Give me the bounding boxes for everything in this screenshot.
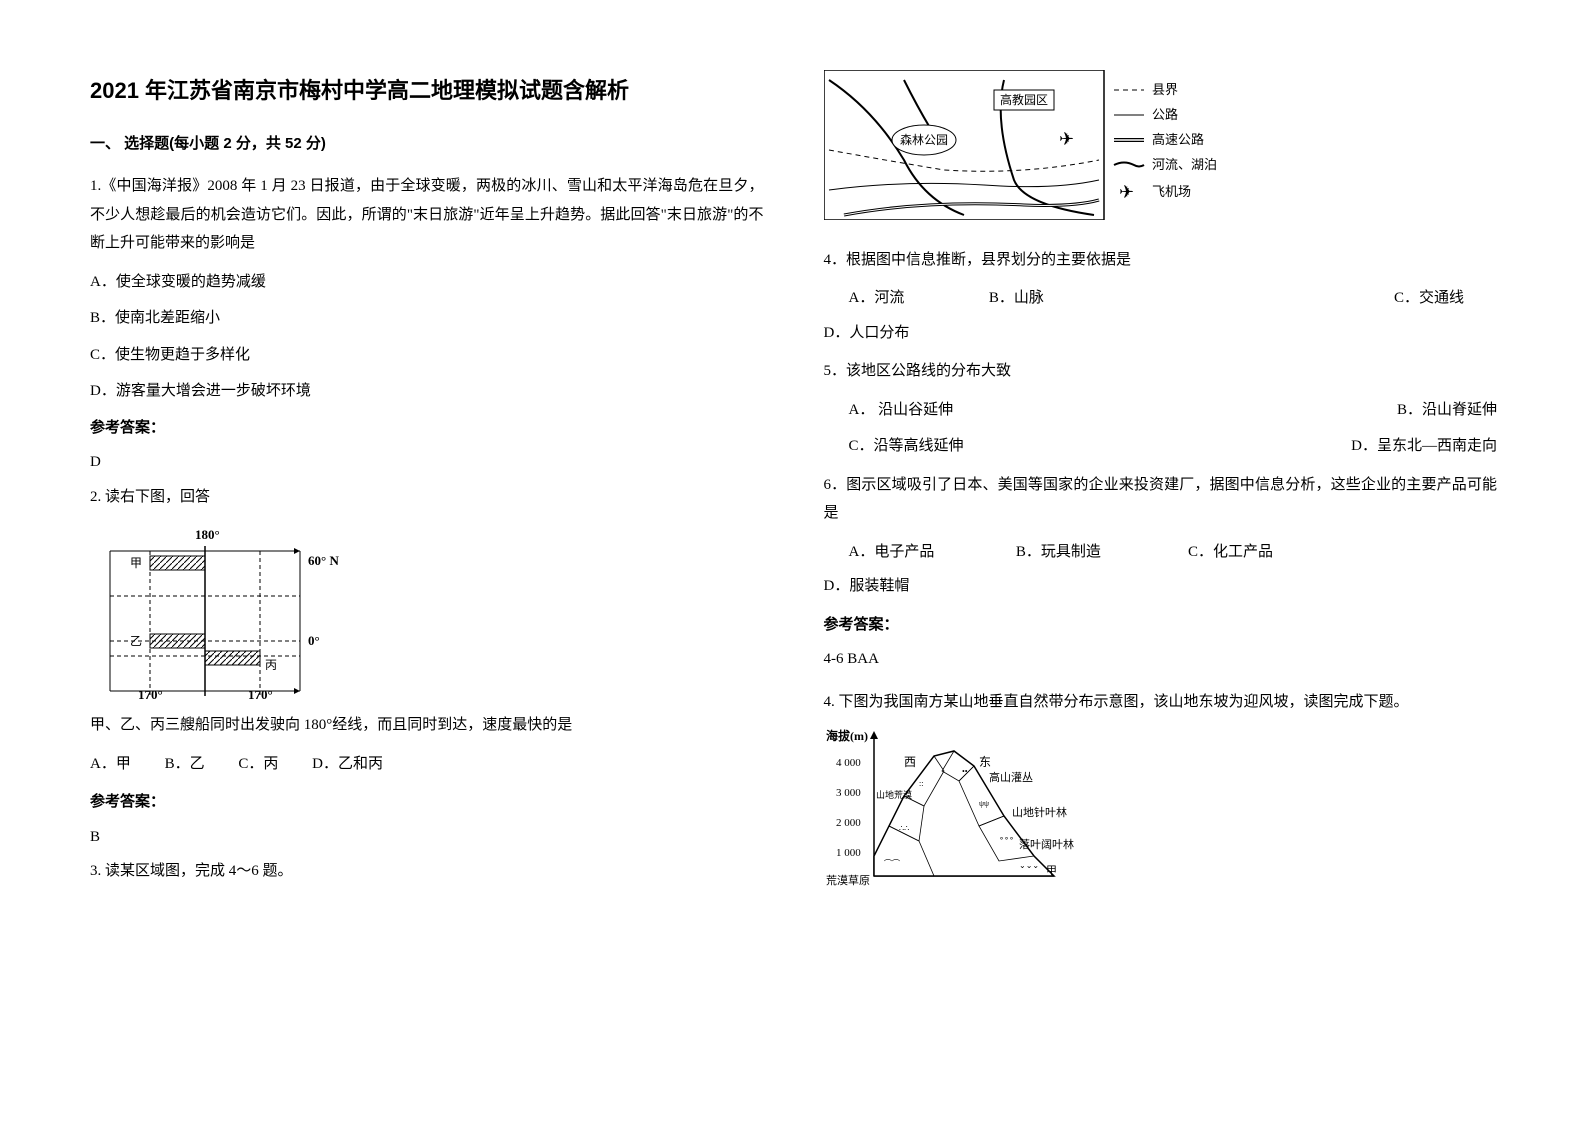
- q4elev-svg: 海拔(m) 4 000 3 000 2 000 1 000 ⌒⌒ ∴∴ :: •…: [824, 726, 1084, 886]
- q2-text: 2. 读右下图，回答: [90, 483, 764, 512]
- q5-option-a: A． 沿山谷延伸: [849, 396, 954, 425]
- q6-option-a: A．电子产品: [824, 538, 1013, 567]
- q6-option-c: C．化工产品: [1188, 538, 1356, 567]
- q6-text: 6．图示区域吸引了日本、美国等国家的企业来投资建厂，据图中信息分析，这些企业的主…: [824, 471, 1498, 528]
- elev-y4000: 4 000: [836, 757, 861, 769]
- q2-label-yi: 乙: [130, 634, 142, 648]
- q4-option-c: C．交通线: [1195, 284, 1464, 313]
- svg-text:⌄⌄⌄: ⌄⌄⌄: [1019, 861, 1039, 870]
- svg-text:ψψ: ψψ: [979, 799, 989, 808]
- legend-gonglu: 公路: [1152, 107, 1178, 122]
- q1-answer-header: 参考答案：: [90, 414, 764, 443]
- q2-label-170l: 170°: [138, 687, 163, 701]
- elev-shandi: 山地荒漠: [876, 789, 912, 800]
- q6-answer-header: 参考答案：: [824, 611, 1498, 640]
- q4-options: A．河流 B．山脉 C．交通线 D．人口分布: [824, 284, 1498, 347]
- q4elev-text: 4. 下图为我国南方某山地垂直自然带分布示意图，该山地东坡为迎风坡，读图完成下题…: [824, 688, 1498, 717]
- q2-label-jia: 甲: [130, 556, 142, 570]
- elev-zhenye: 山地针叶林: [1012, 805, 1067, 819]
- q1-option-c: C．使生物更趋于多样化: [90, 341, 764, 370]
- q5-option-b: B．沿山脊延伸: [1397, 396, 1497, 425]
- elev-jia: 甲: [1046, 865, 1057, 877]
- q2-map-svg: 甲 乙 丙 180° 60° N 0° 170° 170°: [100, 521, 340, 701]
- map-label-senlin: 森林公园: [900, 132, 948, 147]
- q1-answer: D: [90, 448, 764, 477]
- q2-options: A．甲 B．乙 C．丙 D．乙和丙: [90, 750, 764, 779]
- elev-y2000: 2 000: [836, 817, 861, 829]
- svg-text:::: ::: [919, 779, 923, 788]
- q2-option-a: A．甲: [90, 750, 131, 779]
- q5-options: A． 沿山谷延伸 B．沿山脊延伸 C．沿等高线延伸 D．呈东北—西南走向: [824, 396, 1498, 461]
- elev-east: 东: [979, 755, 991, 769]
- legend-gaosu: 高速公路: [1152, 132, 1204, 147]
- q2-figure: 甲 乙 丙 180° 60° N 0° 170° 170°: [100, 521, 340, 701]
- q2-label-bing: 丙: [265, 658, 277, 672]
- q1-option-b: B．使南北差距缩小: [90, 304, 764, 333]
- q4-text: 4．根据图中信息推断，县界划分的主要依据是: [824, 246, 1498, 275]
- q5-option-d: D．呈东北—西南走向: [1351, 432, 1497, 461]
- legend-heliu: 河流、湖泊: [1152, 157, 1217, 172]
- q3-map-svg: 高教园区 森林公园 ✈ 县界 公路 高速公路 河流、湖泊 ✈ 飞机场: [824, 70, 1264, 220]
- elev-luoye: 落叶阔叶林: [1019, 837, 1074, 851]
- map-label-gaojiao: 高教园区: [1000, 92, 1048, 107]
- svg-text:∘∘∘: ∘∘∘: [999, 834, 1014, 843]
- q2-label-0: 0°: [308, 633, 320, 648]
- q2-option-d: D．乙和丙: [312, 750, 383, 779]
- q3-text: 3. 读某区域图，完成 4～6 题。: [90, 857, 764, 886]
- section-header: 一、 选择题(每小题 2 分，共 52 分): [90, 130, 764, 159]
- q5-text: 5．该地区公路线的分布大致: [824, 357, 1498, 386]
- elev-west: 西: [904, 755, 916, 769]
- elev-gaoshan: 高山灌丛: [989, 770, 1033, 784]
- q1-option-d: D．游客量大增会进一步破坏环境: [90, 377, 764, 406]
- svg-text:∴∴: ∴∴: [899, 824, 909, 833]
- q1-text: 1.《中国海洋报》2008 年 1 月 23 日报道，由于全球变暖，两极的冰川、…: [90, 172, 764, 258]
- left-column: 2021 年江苏省南京市梅村中学高二地理模拟试题含解析 一、 选择题(每小题 2…: [90, 70, 764, 1052]
- main-title: 2021 年江苏省南京市梅村中学高二地理模拟试题含解析: [90, 70, 764, 112]
- q6-option-b: B．玩具制造: [1016, 538, 1184, 567]
- q5-option-c: C．沿等高线延伸: [849, 432, 964, 461]
- svg-text:⌒⌒: ⌒⌒: [884, 859, 900, 868]
- legend-xianjie: 县界: [1152, 82, 1178, 97]
- elev-y3000: 3 000: [836, 787, 861, 799]
- q4-option-d: D．人口分布: [824, 319, 1013, 348]
- elev-ylabel: 海拔(m): [826, 728, 868, 743]
- q2-label-170r: 170°: [248, 687, 273, 701]
- q6-answer: 4-6 BAA: [824, 645, 1498, 674]
- q2-option-c: C．丙: [238, 750, 278, 779]
- elev-y1000: 1 000: [836, 847, 861, 859]
- elev-huangmo: 荒漠草原: [826, 874, 870, 886]
- q4elev-figure: 海拔(m) 4 000 3 000 2 000 1 000 ⌒⌒ ∴∴ :: •…: [824, 726, 1084, 897]
- q6-option-d: D．服装鞋帽: [824, 572, 1013, 601]
- airplane-icon: ✈: [1059, 129, 1074, 149]
- right-column: 高教园区 森林公园 ✈ 县界 公路 高速公路 河流、湖泊 ✈ 飞机场 4．根据图…: [824, 70, 1498, 1052]
- q2-option-b: B．乙: [165, 750, 205, 779]
- q1-option-a: A．使全球变暖的趋势减缓: [90, 268, 764, 297]
- legend-airplane-icon: ✈: [1119, 182, 1134, 202]
- q3-map-figure: 高教园区 森林公园 ✈ 县界 公路 高速公路 河流、湖泊 ✈ 飞机场: [824, 70, 1264, 231]
- svg-text:••: ••: [962, 767, 968, 776]
- q2-answer-header: 参考答案：: [90, 788, 764, 817]
- q4-option-a: A．河流: [824, 284, 986, 313]
- legend-feiji: 飞机场: [1152, 184, 1191, 199]
- q2-label-180: 180°: [195, 527, 220, 542]
- q2-subtext: 甲、乙、丙三艘船同时出发驶向 180°经线，而且同时到达，速度最快的是: [90, 711, 764, 740]
- q2-label-60n: 60° N: [308, 553, 339, 568]
- q2-answer: B: [90, 823, 764, 852]
- q4-option-b: B．山脉: [989, 284, 1191, 313]
- q6-options: A．电子产品 B．玩具制造 C．化工产品 D．服装鞋帽: [824, 538, 1498, 601]
